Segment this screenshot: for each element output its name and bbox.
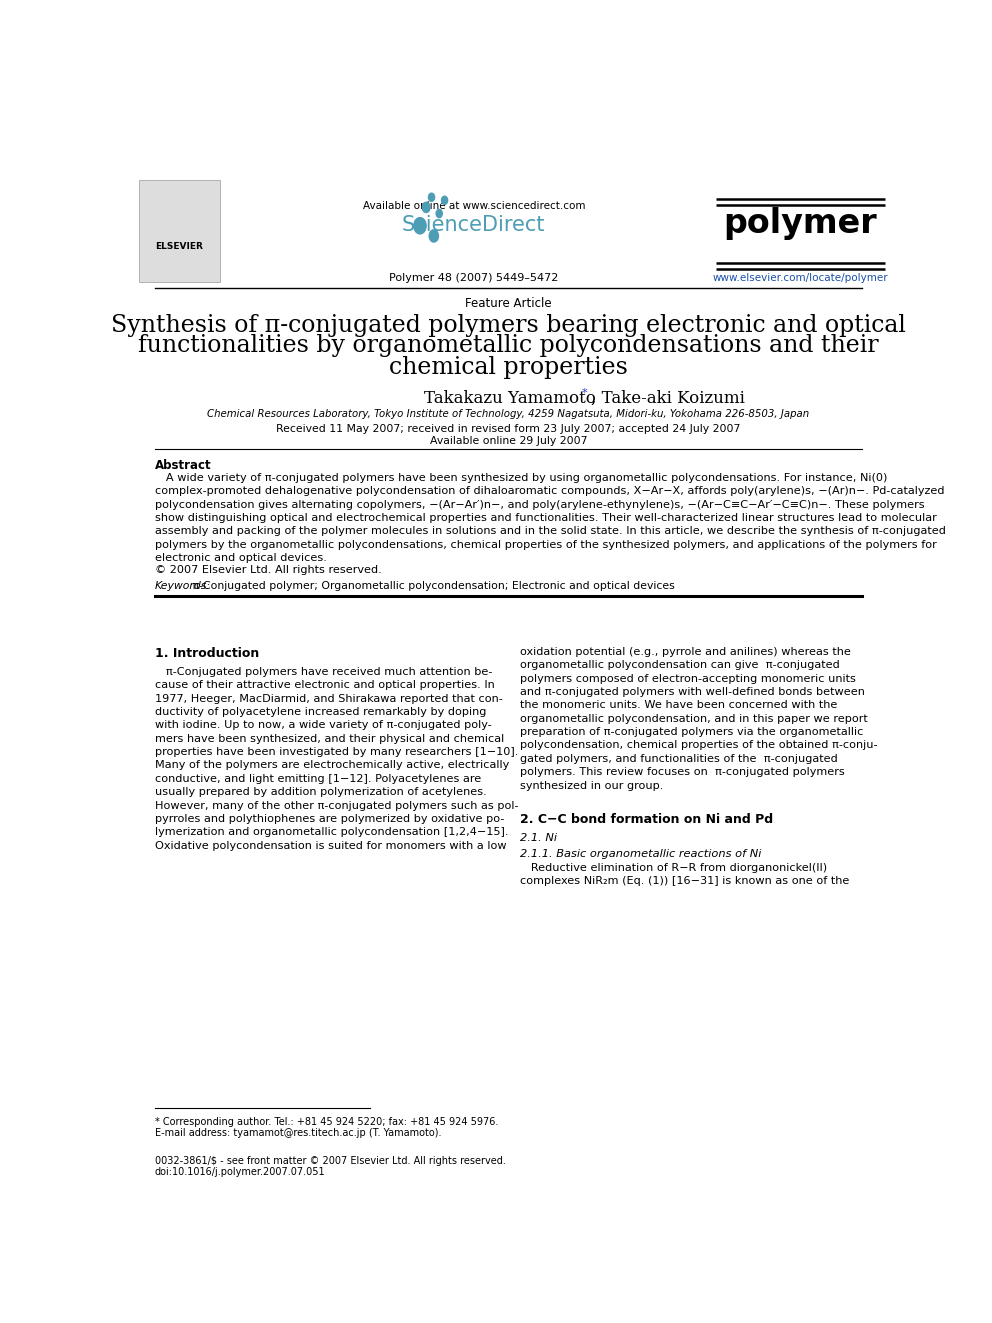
Text: E-mail address: tyamamot@res.titech.ac.jp (T. Yamamoto).: E-mail address: tyamamot@res.titech.ac.j… bbox=[155, 1129, 441, 1138]
Text: 2.1. Ni: 2.1. Ni bbox=[520, 833, 557, 843]
Text: oxidation potential (e.g., pyrrole and anilines) whereas the
organometallic poly: oxidation potential (e.g., pyrrole and a… bbox=[520, 647, 878, 791]
Circle shape bbox=[429, 193, 434, 201]
Text: ELSEVIER: ELSEVIER bbox=[156, 242, 203, 251]
Text: Synthesis of π-conjugated polymers bearing electronic and optical: Synthesis of π-conjugated polymers beari… bbox=[111, 315, 906, 337]
Text: Reductive elimination of R−R from diorganonickel(II)
complexes NiR₂m (Eq. (1)) [: Reductive elimination of R−R from diorga… bbox=[520, 863, 849, 886]
Text: π-Conjugated polymer; Organometallic polycondensation; Electronic and optical de: π-Conjugated polymer; Organometallic pol… bbox=[189, 581, 676, 591]
Text: Polymer 48 (2007) 5449–5472: Polymer 48 (2007) 5449–5472 bbox=[389, 273, 558, 283]
Text: * Corresponding author. Tel.: +81 45 924 5220; fax: +81 45 924 5976.: * Corresponding author. Tel.: +81 45 924… bbox=[155, 1117, 498, 1127]
Text: Available online at www.sciencedirect.com: Available online at www.sciencedirect.co… bbox=[362, 201, 585, 212]
Circle shape bbox=[436, 209, 442, 217]
Circle shape bbox=[441, 196, 447, 204]
Text: Feature Article: Feature Article bbox=[465, 298, 552, 311]
Text: polymer: polymer bbox=[724, 206, 877, 239]
Text: π-Conjugated polymers have received much attention be-
cause of their attractive: π-Conjugated polymers have received much… bbox=[155, 667, 518, 851]
Text: Received 11 May 2007; received in revised form 23 July 2007; accepted 24 July 20: Received 11 May 2007; received in revise… bbox=[276, 425, 741, 434]
Text: 0032-3861/$ - see front matter © 2007 Elsevier Ltd. All rights reserved.: 0032-3861/$ - see front matter © 2007 El… bbox=[155, 1156, 506, 1166]
Text: Available online 29 July 2007: Available online 29 July 2007 bbox=[430, 437, 587, 446]
Text: Keywords:: Keywords: bbox=[155, 581, 210, 591]
Text: Abstract: Abstract bbox=[155, 459, 211, 472]
Text: ScienceDirect: ScienceDirect bbox=[402, 214, 546, 235]
FancyBboxPatch shape bbox=[139, 180, 220, 282]
Text: www.elsevier.com/locate/polymer: www.elsevier.com/locate/polymer bbox=[712, 273, 889, 283]
Text: A wide variety of π-conjugated polymers have been synthesized by using organomet: A wide variety of π-conjugated polymers … bbox=[155, 472, 945, 564]
Text: *: * bbox=[581, 388, 587, 397]
Text: , Take-aki Koizumi: , Take-aki Koizumi bbox=[591, 390, 745, 406]
Text: 2. C−C bond formation on Ni and Pd: 2. C−C bond formation on Ni and Pd bbox=[520, 814, 773, 827]
Text: Chemical Resources Laboratory, Tokyo Institute of Technology, 4259 Nagatsuta, Mi: Chemical Resources Laboratory, Tokyo Ins… bbox=[207, 409, 809, 419]
Circle shape bbox=[430, 230, 438, 242]
Text: chemical properties: chemical properties bbox=[389, 356, 628, 378]
Text: 1. Introduction: 1. Introduction bbox=[155, 647, 259, 660]
Text: Takakazu Yamamoto: Takakazu Yamamoto bbox=[424, 390, 596, 406]
Text: © 2007 Elsevier Ltd. All rights reserved.: © 2007 Elsevier Ltd. All rights reserved… bbox=[155, 565, 382, 576]
Text: 2.1.1. Basic organometallic reactions of Ni: 2.1.1. Basic organometallic reactions of… bbox=[520, 848, 761, 859]
Text: functionalities by organometallic polycondensations and their: functionalities by organometallic polyco… bbox=[138, 335, 879, 357]
Circle shape bbox=[423, 202, 430, 213]
Text: doi:10.1016/j.polymer.2007.07.051: doi:10.1016/j.polymer.2007.07.051 bbox=[155, 1167, 325, 1177]
Circle shape bbox=[414, 217, 427, 234]
